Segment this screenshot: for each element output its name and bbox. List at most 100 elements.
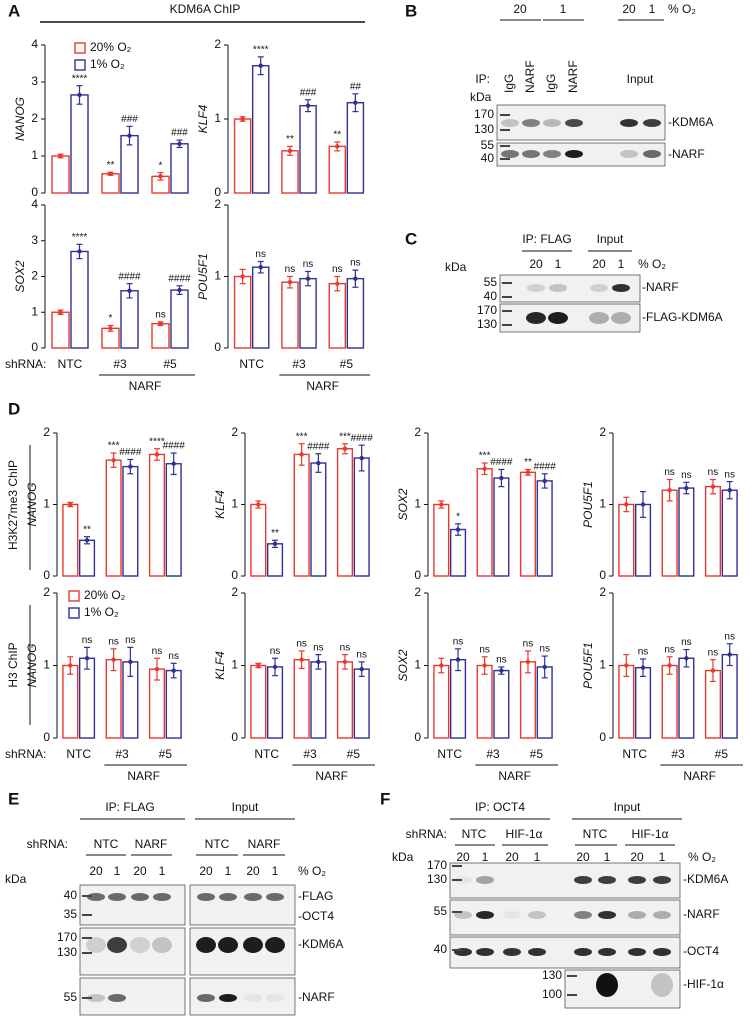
panel-letter: B [405,1,417,20]
band [620,150,638,158]
data-point [335,144,340,149]
band [265,937,285,953]
shrna: HIF-1α [506,827,543,841]
shrna: NTC [205,837,230,851]
bar [122,465,139,577]
data-point [684,656,689,661]
band [574,948,592,956]
significance-label: ### [300,87,317,98]
y-axis-label: SOX2 [13,260,27,292]
significance-label: ns [303,259,314,270]
significance-label: #### [168,273,191,284]
band [590,284,608,292]
significance-label: ** [83,524,91,535]
legend-swatch [74,42,86,54]
significance-label: *** [339,431,351,442]
significance-label: ns [340,642,351,653]
bar [78,657,96,739]
x-tick-label: #5 [715,747,729,761]
markers: 170 [474,107,494,121]
significance-label: #### [307,441,330,452]
group-label: NARF [306,379,339,393]
band [548,312,568,324]
bar [476,664,493,739]
significance-label: ns [270,646,281,657]
y-axis-label: POU5F1 [581,481,595,528]
band [476,911,494,919]
y-axis-label: NANOG [25,482,39,526]
o2: 20 [592,257,606,271]
bar [336,661,354,739]
y-axis-label: POU5F1 [581,642,595,689]
row-label: H3 ChIP [6,642,20,687]
lane-label: IgG [544,74,558,93]
shrna-label: shRNA: [27,837,68,851]
bar [151,322,170,349]
o2: 1 [659,850,666,864]
data-point [342,659,348,665]
significance-label: ns [453,636,464,647]
markers: 40 [481,151,495,165]
data-point [439,502,444,507]
band [543,150,561,158]
data-point [640,665,646,670]
data-point [128,464,133,469]
significance-label: ns [708,467,719,478]
significance-label: #### [119,447,142,458]
y-tick-label: 0 [214,340,221,354]
data-point [353,276,358,281]
significance-label: ** [107,160,115,171]
data-point [272,664,278,670]
band [197,994,215,1002]
bar [678,487,695,577]
ip-label: IP: OCT4 [475,800,525,814]
y-tick-label: 1 [214,111,221,125]
data-point [359,666,364,672]
y-tick-label: 2 [43,585,50,599]
bar [353,457,370,577]
shrna: NARF [135,837,168,851]
bar [433,503,450,577]
bar [299,104,317,194]
data-point [158,321,163,326]
x-tick-label: #3 [486,747,500,761]
band [527,284,545,292]
data-point [158,174,163,179]
y-axis-label: KLF4 [213,490,227,519]
o2: 1 [649,2,656,16]
band [454,876,472,884]
blot [189,884,296,926]
y-axis-label: KLF4 [213,651,227,680]
ip-label: IP: FLAG [105,800,154,814]
bar [661,489,678,577]
data-point [128,659,133,665]
bar [519,471,537,577]
band [598,948,616,956]
y-tick-label: 0 [599,568,606,582]
band [543,119,561,127]
band [651,973,673,997]
bands: -OCT4 [298,909,334,923]
x-tick-label: #3 [671,747,685,761]
legend-label: 1% O₂ [84,605,119,619]
band [628,876,646,884]
markers: 170 [427,858,447,872]
kda-label: kDa [445,260,467,274]
bar [281,281,299,349]
significance-label: #### [534,461,557,472]
band [565,119,583,127]
o2: 20 [246,864,260,878]
data-point [287,148,293,154]
o2: 20 [505,850,519,864]
band [598,911,616,919]
x-tick-label: NTC [239,357,264,371]
blot [499,303,641,333]
y-tick-label: 0 [231,568,238,582]
data-point [108,326,113,331]
data-point [256,663,261,668]
significance-label: ** [286,134,294,145]
band [522,150,540,158]
band [476,948,494,956]
significance-label: ns [356,650,367,661]
shrna-label: shRNA: [406,827,447,841]
